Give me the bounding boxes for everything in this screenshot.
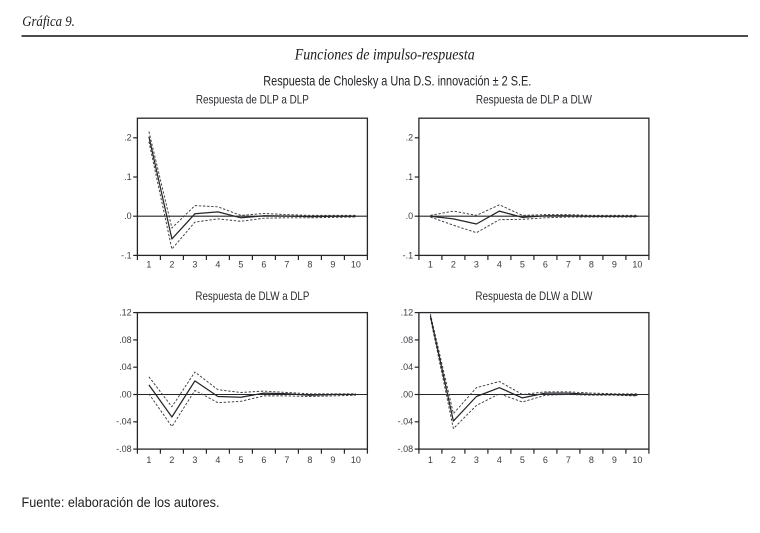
svg-text:10: 10 <box>351 259 361 269</box>
svg-text:6: 6 <box>543 259 548 269</box>
svg-text:3: 3 <box>192 259 197 269</box>
svg-text:.04: .04 <box>119 362 132 372</box>
svg-text:4: 4 <box>215 259 220 269</box>
svg-text:.2: .2 <box>406 133 414 143</box>
svg-text:10: 10 <box>632 259 642 269</box>
svg-text:7: 7 <box>566 259 571 269</box>
svg-text:6: 6 <box>261 455 266 465</box>
svg-text:.04: .04 <box>401 362 414 372</box>
svg-text:-.1: -.1 <box>121 250 132 260</box>
svg-text:.08: .08 <box>119 335 132 345</box>
svg-text:4: 4 <box>497 259 502 269</box>
svg-text:.12: .12 <box>401 308 414 318</box>
svg-text:9: 9 <box>612 455 617 465</box>
svg-text:-.04: -.04 <box>116 417 132 427</box>
svg-text:Fuente: elaboración de los aut: Fuente: elaboración de los autores. <box>22 494 220 510</box>
svg-text:10: 10 <box>351 455 361 465</box>
svg-text:Respuesta de DLW a DLP: Respuesta de DLW a DLP <box>195 289 309 303</box>
svg-text:.0: .0 <box>124 211 132 221</box>
svg-text:Respuesta de DLP a DLP: Respuesta de DLP a DLP <box>196 93 309 107</box>
svg-text:9: 9 <box>612 259 617 269</box>
svg-text:5: 5 <box>520 259 525 269</box>
svg-text:.12: .12 <box>119 308 132 318</box>
svg-text:2: 2 <box>451 455 456 465</box>
svg-text:Respuesta de DLP a DLW: Respuesta de DLP a DLW <box>476 93 592 107</box>
svg-text:2: 2 <box>451 259 456 269</box>
svg-text:3: 3 <box>192 455 197 465</box>
svg-text:5: 5 <box>520 455 525 465</box>
svg-text:5: 5 <box>238 259 243 269</box>
svg-text:.2: .2 <box>124 133 132 143</box>
svg-text:6: 6 <box>543 455 548 465</box>
svg-text:-.1: -.1 <box>403 250 414 260</box>
svg-text:5: 5 <box>238 455 243 465</box>
svg-text:9: 9 <box>330 259 335 269</box>
svg-text:.1: .1 <box>406 172 414 182</box>
svg-text:8: 8 <box>307 455 312 465</box>
svg-text:1: 1 <box>146 455 151 465</box>
svg-text:Gráfica 9.: Gráfica 9. <box>22 14 75 30</box>
svg-text:.0: .0 <box>406 211 414 221</box>
svg-text:10: 10 <box>632 455 642 465</box>
svg-text:8: 8 <box>307 259 312 269</box>
svg-text:9: 9 <box>330 455 335 465</box>
svg-text:-.08: -.08 <box>398 444 414 454</box>
svg-text:Respuesta de Cholesky a Una D.: Respuesta de Cholesky a Una D.S. innovac… <box>263 73 531 89</box>
svg-text:2: 2 <box>169 259 174 269</box>
svg-text:-.08: -.08 <box>116 444 132 454</box>
svg-text:Funciones de impulso-respuesta: Funciones de impulso-respuesta <box>294 47 475 64</box>
svg-text:1: 1 <box>428 455 433 465</box>
svg-text:8: 8 <box>589 455 594 465</box>
svg-text:7: 7 <box>284 455 289 465</box>
svg-text:7: 7 <box>566 455 571 465</box>
svg-text:1: 1 <box>428 259 433 269</box>
svg-text:-.04: -.04 <box>398 417 414 427</box>
svg-text:2: 2 <box>169 455 174 465</box>
svg-text:8: 8 <box>589 259 594 269</box>
svg-text:1: 1 <box>146 259 151 269</box>
svg-text:4: 4 <box>215 455 220 465</box>
svg-text:4: 4 <box>497 455 502 465</box>
svg-text:3: 3 <box>474 455 479 465</box>
svg-text:.00: .00 <box>401 389 414 399</box>
svg-text:.08: .08 <box>401 335 414 345</box>
svg-text:3: 3 <box>474 259 479 269</box>
svg-text:.1: .1 <box>124 172 132 182</box>
svg-text:6: 6 <box>261 259 266 269</box>
svg-text:.00: .00 <box>119 389 132 399</box>
svg-text:Respuesta de DLW a DLW: Respuesta de DLW a DLW <box>475 289 592 303</box>
svg-text:7: 7 <box>284 259 289 269</box>
